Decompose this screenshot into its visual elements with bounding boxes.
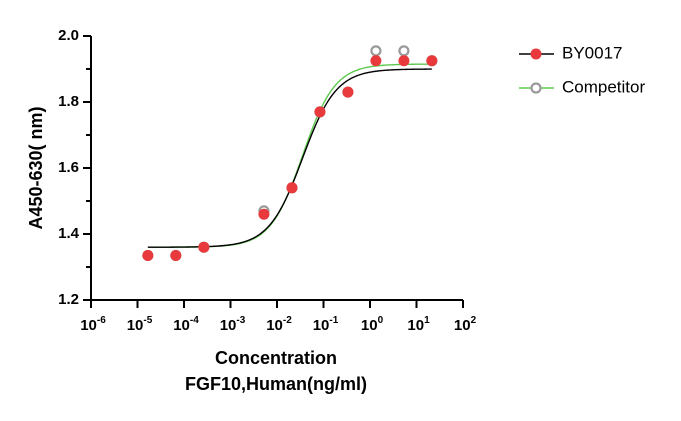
x-tick-base: 10 xyxy=(220,317,237,334)
axes: 1.21.41.61.82.010-6 10-5 10-4 10-3 10-2 10-1 1… xyxy=(58,27,476,334)
x-axis-subtitle: FGF10,Human(ng/ml) xyxy=(185,374,367,394)
x-tick-exponent: 1 xyxy=(424,315,430,326)
data-point-by0017 xyxy=(314,106,326,118)
fit-curve-by0017 xyxy=(147,68,432,248)
x-tick-exponent: -5 xyxy=(143,315,152,326)
legend-marker-competitor xyxy=(530,82,542,94)
x-tick-base: 10 xyxy=(361,317,378,334)
y-tick-label: 1.2 xyxy=(58,291,79,308)
x-tick-base: 10 xyxy=(266,317,283,334)
data-point-competitor xyxy=(370,45,382,57)
x-tick-label: 10-6 xyxy=(80,315,106,334)
x-tick-base: 10 xyxy=(454,317,471,334)
x-tick-label: 102 xyxy=(454,315,477,334)
data-point-by0017 xyxy=(286,182,298,194)
data-point-by0017 xyxy=(370,55,382,67)
x-tick-exponent: -2 xyxy=(283,315,292,326)
x-tick-exponent: -6 xyxy=(97,315,106,326)
x-tick-label: 100 xyxy=(361,315,384,334)
x-axis-title: Concentration xyxy=(215,348,337,368)
data-point-by0017 xyxy=(398,55,410,67)
x-tick-base: 10 xyxy=(127,317,144,334)
legend: BY0017 Competitor xyxy=(519,43,645,96)
data-point-competitor xyxy=(398,45,410,57)
y-tick-label: 2.0 xyxy=(58,27,79,44)
y-tick-label: 1.4 xyxy=(58,225,80,242)
x-tick-base: 10 xyxy=(173,317,190,334)
data-point-by0017 xyxy=(426,55,438,67)
data-points xyxy=(142,45,438,262)
legend-label-by0017: BY0017 xyxy=(562,43,623,62)
x-tick-base: 10 xyxy=(80,317,97,334)
x-tick-label: 10-1 xyxy=(313,315,339,334)
x-tick-label: 10-2 xyxy=(266,315,292,334)
legend-marker-by0017 xyxy=(530,48,542,60)
data-point-by0017 xyxy=(170,249,182,261)
data-point-by0017 xyxy=(342,86,354,98)
x-tick-base: 10 xyxy=(313,317,330,334)
x-tick-label: 10-5 xyxy=(127,315,153,334)
y-axis-title: A450-630( nm) xyxy=(26,106,46,229)
y-tick-label: 1.6 xyxy=(58,159,79,176)
x-tick-exponent: 2 xyxy=(471,315,477,326)
x-tick-exponent: -3 xyxy=(236,315,245,326)
data-point-by0017 xyxy=(258,208,270,220)
x-tick-exponent: 0 xyxy=(378,315,384,326)
x-tick-label: 10-4 xyxy=(173,315,199,334)
x-tick-base: 10 xyxy=(407,317,424,334)
x-tick-label: 101 xyxy=(407,315,430,334)
fit-curves xyxy=(147,63,432,248)
x-tick-exponent: -1 xyxy=(329,315,338,326)
fit-curve-competitor xyxy=(147,63,432,248)
x-tick-exponent: -4 xyxy=(190,315,199,326)
data-point-by0017 xyxy=(142,249,154,261)
data-point-by0017 xyxy=(198,241,210,253)
legend-label-competitor: Competitor xyxy=(562,77,645,96)
y-tick-label: 1.8 xyxy=(58,93,79,110)
x-tick-label: 10-3 xyxy=(220,315,246,334)
